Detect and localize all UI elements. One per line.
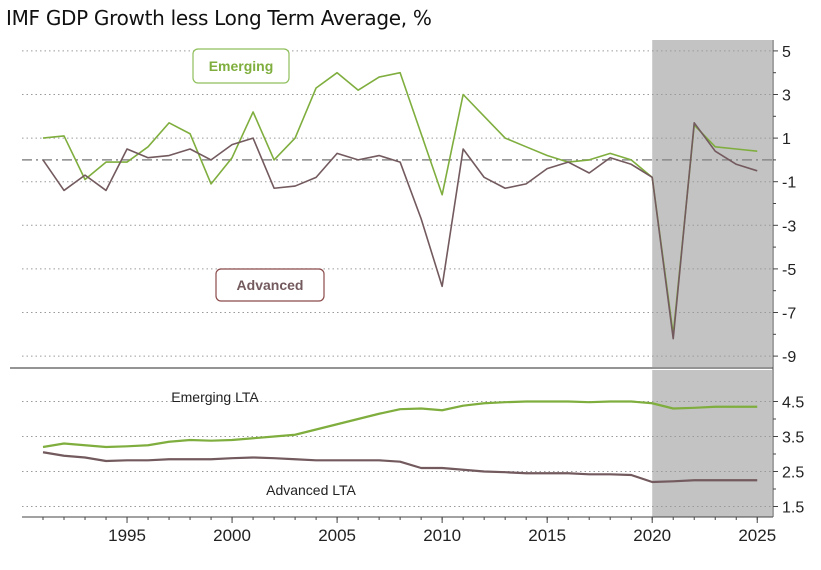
xtick-label: 2005 — [318, 526, 356, 545]
xtick-label: 2000 — [213, 526, 251, 545]
xtick-label: 2010 — [423, 526, 461, 545]
labels-layer: Emerging Advanced Emerging LTA Advanced LTA — [171, 48, 357, 498]
series-line-top-1 — [42, 122, 758, 340]
ytick-label-top: -5 — [782, 262, 796, 279]
emerging-lta-label: Emerging LTA — [171, 389, 259, 405]
xtick-label: 2025 — [738, 526, 776, 545]
forecast-shade-layer — [652, 40, 772, 517]
series-line-bottom-1 — [42, 451, 758, 484]
ytick-label-bottom: 2.5 — [782, 465, 804, 482]
advanced-label: Advanced — [237, 277, 304, 293]
emerging-label-box — [192, 48, 290, 84]
ytick-label-top: 3 — [782, 88, 791, 105]
ytick-label-top: 1 — [782, 131, 791, 148]
series-line-bottom-0 — [42, 400, 758, 449]
ytick-label-top: -1 — [782, 175, 796, 192]
series-layer — [42, 71, 758, 484]
advanced-label-box — [215, 268, 325, 302]
xtick-label: 1995 — [108, 526, 146, 545]
emerging-label: Emerging — [209, 58, 274, 74]
grid-layer — [22, 50, 773, 507]
xtick-label: 2020 — [633, 526, 671, 545]
advanced-lta-label: Advanced LTA — [266, 482, 356, 498]
forecast-shade-bottom — [652, 370, 772, 517]
ytick-label-top: 5 — [782, 44, 791, 61]
ytick-label-bottom: 3.5 — [782, 430, 804, 447]
axes-layer: 5 3 1 -1 -3 -5 -7 -9 4.5 3.5 2.5 1.5 1995 2000 2005 201… — [10, 40, 804, 545]
ytick-label-top: -9 — [782, 349, 796, 366]
ytick-label-bottom: 1.5 — [782, 500, 804, 517]
chart-title: IMF GDP Growth less Long Term Average, % — [6, 6, 432, 30]
ytick-label-top: -7 — [782, 306, 796, 323]
ytick-label-bottom: 4.5 — [782, 395, 804, 412]
ytick-label-top: -3 — [782, 218, 796, 235]
xtick-label: 2015 — [528, 526, 566, 545]
series-line-top-0 — [42, 71, 758, 336]
